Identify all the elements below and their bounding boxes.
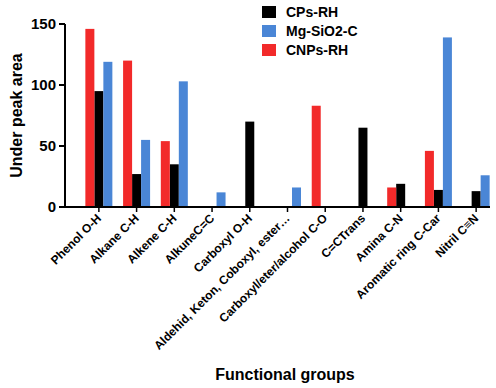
legend-label: CPs-RH [286,4,338,20]
x-tick [174,207,176,212]
bar [443,37,452,207]
y-tick-label: 50 [39,137,56,154]
x-tick-label: Aldehid, Keton, Coboxyl, ester… [151,211,292,352]
bar [396,184,405,207]
bar [94,91,103,207]
y-tick [59,145,65,147]
x-tick [362,207,364,212]
y-tick [59,206,65,208]
x-tick-label: Nitril C≡N [432,211,481,260]
x-tick [249,207,251,212]
y-tick [59,23,65,25]
x-tick [475,207,477,212]
x-tick [211,207,213,212]
legend-label: CNPs-RH [286,42,348,58]
x-tick [287,207,289,212]
x-axis [65,206,490,208]
x-tick-label: Carboxyl/eter/alcohol C-O [216,211,330,325]
y-tick [59,84,65,86]
x-axis-label: Functional groups [215,366,355,383]
legend-swatch [262,25,276,37]
y-tick-label: 100 [31,76,56,93]
x-tick [400,207,402,212]
bar [425,151,434,207]
y-axis [64,24,66,207]
bar [170,164,179,207]
bar [472,191,481,207]
bar [132,174,141,207]
bars [85,29,489,207]
x-tick-label: Aromatic ring C-Car [353,211,444,302]
bar [434,190,443,207]
chart: 050100150Phenol O-HAlkane C-HAlkene C-HA… [0,0,496,388]
bar [217,192,226,207]
bar [292,187,301,207]
bar [312,106,321,207]
bar [141,140,150,207]
bar [481,175,490,207]
y-tick-label: 150 [31,15,56,32]
legend-label: Mg-SiO2-C [286,23,358,39]
bar [123,61,132,207]
x-tick [98,207,100,212]
y-tick-label: 0 [48,198,56,215]
bar [387,187,396,207]
bar [103,62,112,207]
x-tick [324,207,326,212]
bar [161,141,170,207]
x-tick [136,207,138,212]
legend-swatch [262,44,276,56]
x-tick [438,207,440,212]
y-axis-label: Under peak area [8,53,25,178]
bar [245,122,254,207]
bar [358,128,367,207]
bar [179,81,188,207]
bar [85,29,94,207]
legend-swatch [262,6,276,18]
